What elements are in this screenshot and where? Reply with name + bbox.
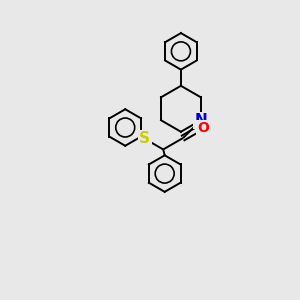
Text: O: O [197, 121, 209, 135]
Text: N: N [194, 113, 207, 128]
Text: S: S [140, 131, 150, 146]
